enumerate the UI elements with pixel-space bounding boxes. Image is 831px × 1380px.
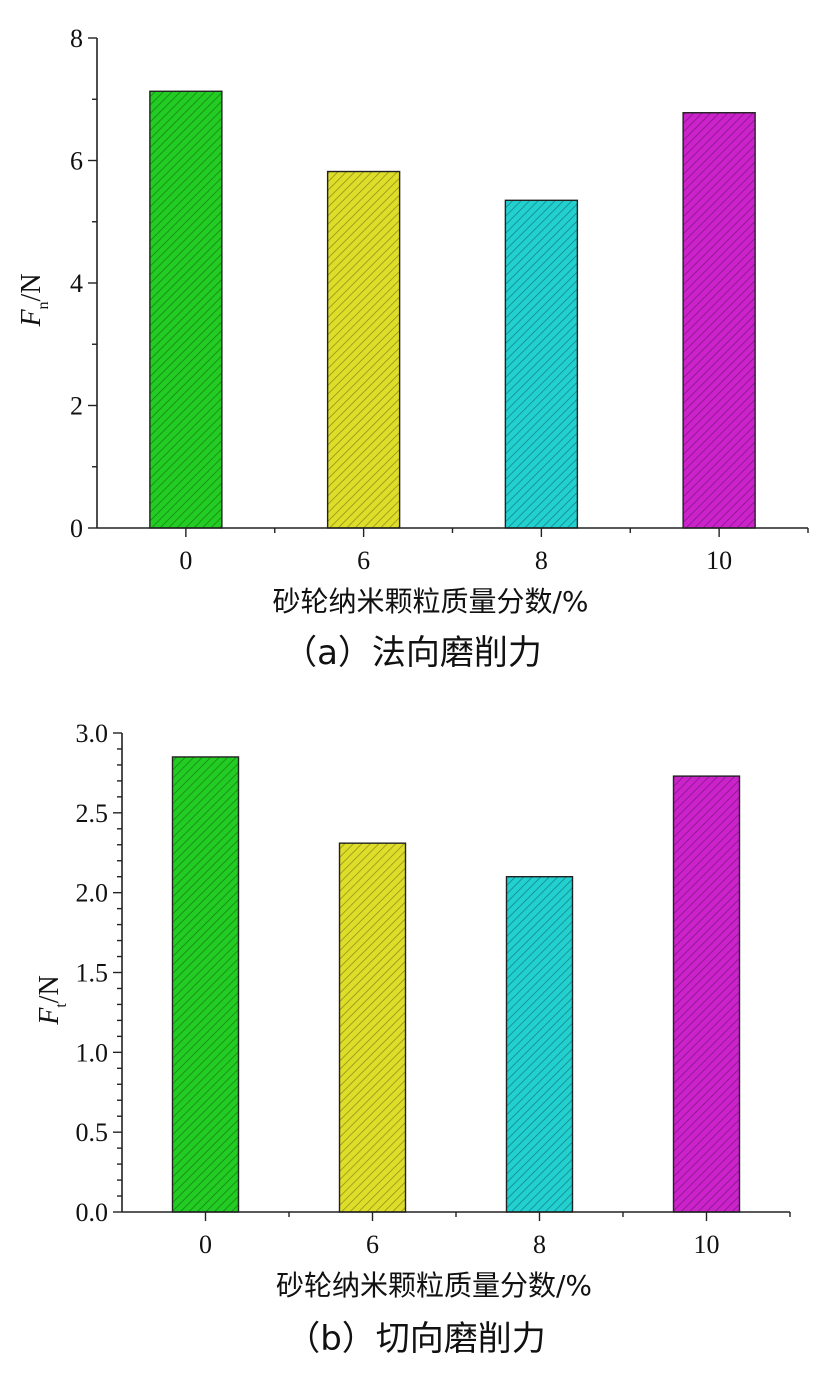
- x-tick-label: 6: [366, 1230, 379, 1259]
- y-tick-label: 2.0: [76, 879, 109, 908]
- x-axis-label: 砂轮纳米颗粒质量分数/%: [272, 585, 588, 618]
- figure-caption: （b）切向磨削力: [286, 1319, 546, 1359]
- bar-10: [682, 112, 756, 529]
- x-tick-label: 8: [535, 546, 548, 575]
- y-tick-label: 4: [70, 269, 83, 298]
- bar-0: [149, 90, 223, 529]
- bar-8: [504, 199, 579, 529]
- bar-0: [171, 756, 240, 1213]
- y-axis-label: Fn/N: [16, 273, 52, 327]
- y-tick-label: 0.5: [76, 1118, 109, 1147]
- y-tick-label: 0.0: [76, 1198, 109, 1227]
- y-tick-label: 2: [70, 392, 83, 421]
- y-tick-label: 1.0: [76, 1038, 109, 1067]
- y-tick-label: 1.5: [76, 959, 109, 988]
- y-tick-label: 2.5: [76, 799, 109, 828]
- x-tick-label: 8: [533, 1230, 546, 1259]
- y-axis-label: Ft/N: [34, 975, 70, 1026]
- y-tick-label: 6: [70, 147, 83, 176]
- chart-tangential-force: 0.0 0.5 1.0 1.5 2.0 2.5 3.0 0 6 8 10 砂轮纳米颗粒质量分数/% Ft…: [34, 719, 791, 1359]
- y-tick-label: 3.0: [76, 719, 109, 748]
- x-tick-label: 10: [706, 546, 732, 575]
- bar-8: [505, 876, 574, 1213]
- bar-10: [672, 775, 741, 1213]
- x-tick-label: 0: [179, 546, 192, 575]
- chart-normal-force: 0 2 4 6 8 0 6 8 10 砂轮纳米颗粒质量分数/% Fn/N （a）法向磨削力: [16, 24, 809, 673]
- y-tick-label: 0: [70, 514, 83, 543]
- y-tick-label: 8: [70, 24, 83, 53]
- x-tick-label: 10: [694, 1230, 720, 1259]
- x-tick-label: 6: [357, 546, 370, 575]
- x-tick-label: 0: [199, 1230, 212, 1259]
- bar-6: [326, 170, 401, 529]
- x-axis-label: 砂轮纳米颗粒质量分数/%: [276, 1269, 592, 1302]
- bar-6: [338, 842, 407, 1213]
- figure-caption: （a）法向磨削力: [283, 633, 542, 673]
